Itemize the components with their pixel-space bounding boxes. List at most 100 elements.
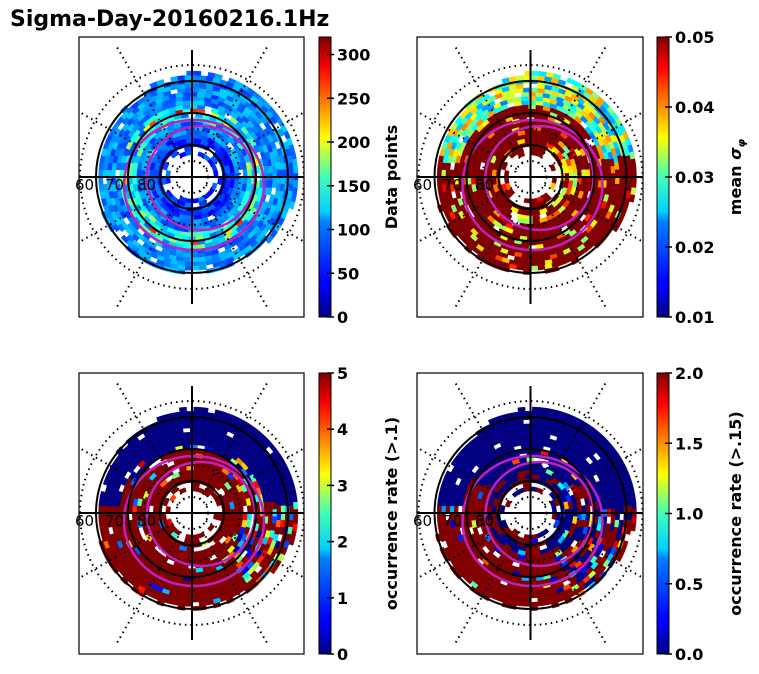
heatmap-cell: [276, 512, 282, 521]
heatmap-cell: [280, 512, 286, 521]
heatmap-cell: [292, 158, 298, 167]
heatmap-cell: [156, 79, 165, 86]
colorbar-tick-label: 2.0: [675, 364, 703, 383]
dotted-mlt-line: [199, 382, 268, 500]
heatmap-cell: [515, 411, 524, 417]
colorbar-tick-label: 150: [337, 177, 370, 196]
colorbar-tick-label: 0.03: [675, 168, 714, 187]
dotted-mlt-line: [205, 447, 304, 506]
heatmap-cell: [293, 516, 299, 525]
colorbar-tick-label: 2: [337, 533, 348, 552]
heatmap-cell: [530, 410, 538, 416]
dotted-mlt-line: [199, 46, 268, 164]
colorbar: 0 50 100 150 200 250 300 Data points: [318, 36, 401, 327]
heatmap-cell: [630, 187, 637, 196]
heatmap-cell: [276, 169, 282, 178]
panel-bottom-right: 60 70 80 0.0 0.5 1.0 1.5 2.0 occurrence rate (>.…: [413, 364, 745, 664]
heatmap-cell: [292, 187, 298, 196]
lat-label-80: 80: [475, 512, 494, 530]
lat-label-70: 70: [105, 512, 124, 530]
heatmap-cell: [522, 87, 531, 93]
heatmap-cell: [532, 70, 540, 76]
heatmap-cell: [182, 593, 191, 599]
heatmap-cell: [629, 194, 636, 203]
colorbar-tick-label: 50: [337, 264, 359, 283]
heatmap-cell: [177, 75, 186, 81]
heatmap-cell: [191, 87, 200, 93]
panel-frame: [416, 372, 644, 655]
heatmap-cell: [98, 505, 104, 514]
heatmap-cell: [289, 176, 295, 185]
heatmap-cell: [242, 176, 248, 185]
colorbar-tick-label: 0.04: [675, 98, 714, 117]
heatmap-cell: [246, 176, 253, 185]
heatmap-cell: [276, 176, 282, 185]
dotted-mlt-line: [454, 382, 524, 500]
heatmap-cell: [184, 83, 193, 89]
heatmap-cell: [614, 176, 620, 185]
heatmap-cell: [288, 201, 296, 210]
colorbar-tick-label: 100: [337, 221, 370, 240]
heatmap-cell: [585, 512, 591, 521]
dotted-mlt-line: [417, 184, 518, 244]
heatmap-cell: [585, 176, 591, 185]
heatmap-cell: [581, 505, 587, 514]
colorbar-tick-label: 250: [337, 89, 370, 108]
heatmap-cell: [182, 96, 191, 102]
heatmap-cell: [99, 490, 106, 500]
heatmap-cell: [280, 176, 286, 185]
heatmap-cell: [521, 593, 529, 599]
heatmap-cell: [184, 423, 193, 429]
heatmap-cell: [627, 169, 633, 178]
heatmap-cell: [184, 261, 193, 267]
heatmap-cell: [518, 457, 528, 463]
heatmap-cell: [436, 169, 442, 178]
heatmap-cell: [267, 516, 273, 525]
colorbar: 0.01 0.02 0.03 0.04 0.05 mean σφ: [656, 28, 748, 327]
heatmap-cell: [521, 252, 529, 258]
heatmap-cell: [549, 163, 557, 172]
heatmap-cell: [191, 597, 200, 603]
lat-label-70: 70: [443, 176, 462, 194]
heatmap-cell: [280, 169, 286, 178]
heatmap-cell: [627, 176, 633, 185]
heatmap-cell: [520, 104, 529, 110]
heatmap-cell: [627, 512, 633, 521]
heatmap-cell: [631, 165, 637, 174]
dotted-mlt-line: [116, 46, 185, 164]
heatmap-cell: [437, 183, 443, 192]
heatmap-cell: [98, 498, 105, 507]
heatmap-cell: [289, 512, 295, 521]
dotted-mlt-line: [79, 520, 179, 580]
heatmap-cell: [197, 531, 206, 539]
heatmap-cell: [585, 505, 591, 514]
heatmap-cell: [267, 180, 273, 189]
dotted-mlt-line: [537, 190, 607, 308]
colorbar-tick-label: 0.01: [675, 308, 714, 327]
colorbar-tick-label: 300: [337, 46, 370, 65]
heatmap-cell: [184, 87, 193, 93]
heatmap-cell: [182, 257, 191, 263]
heatmap-cell: [530, 423, 539, 429]
heatmap-cell: [267, 165, 273, 174]
dotted-mlt-line: [417, 520, 518, 580]
heatmap-cell: [289, 169, 295, 178]
heatmap-cell: [98, 519, 105, 528]
heatmap-cell: [289, 505, 295, 514]
lat-label-80: 80: [137, 176, 156, 194]
heatmap-cell: [504, 169, 510, 178]
heatmap-cell: [191, 261, 200, 267]
heatmap-cell: [98, 176, 104, 185]
dotted-mlt-line: [537, 526, 607, 644]
heatmap-cell: [606, 180, 612, 189]
colorbar: 0.0 0.5 1.0 1.5 2.0 occurrence rate (>.15): [656, 364, 745, 664]
heatmap-cell: [581, 169, 587, 178]
dotted-mlt-line: [537, 382, 607, 500]
panel-top-right: 60 70 80 0.01 0.02 0.03 0.04 0.05 mean σφ: [413, 28, 748, 327]
panel-frame: [78, 36, 305, 318]
dotted-mlt-line: [79, 110, 179, 170]
heatmap-cell: [269, 565, 278, 575]
heatmap-cell: [537, 600, 546, 607]
panel-frame: [416, 36, 644, 318]
heatmap-cells: [435, 406, 637, 611]
